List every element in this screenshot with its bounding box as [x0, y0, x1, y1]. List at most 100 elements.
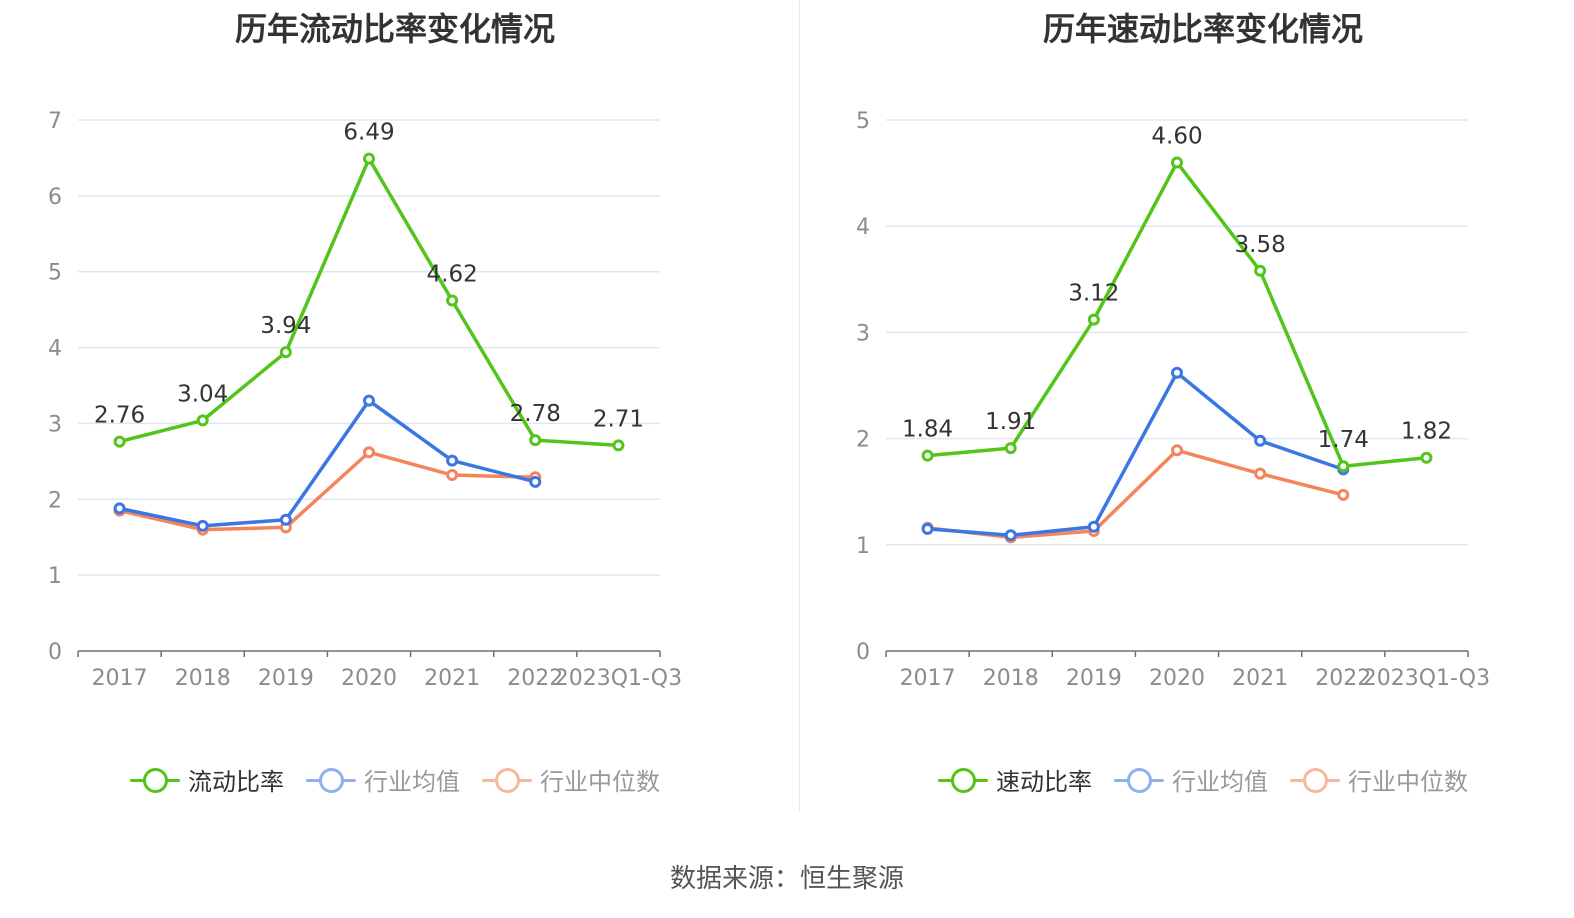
data-point-avg [1087, 520, 1100, 533]
legend-marker-icon [306, 765, 356, 795]
x-tick-label: 2021 [424, 666, 480, 691]
y-tick-label: 5 [48, 261, 62, 286]
x-tick-label: 2021 [1232, 666, 1288, 691]
data-label: 3.04 [177, 381, 228, 407]
data-point-avg [1004, 529, 1017, 542]
x-tick-label: 2022 [507, 666, 563, 691]
x-tick-label: 2020 [341, 666, 397, 691]
data-point-main [1087, 313, 1100, 326]
y-tick-label: 2 [48, 488, 62, 513]
y-tick-label: 5 [856, 109, 870, 134]
legend-marker-icon [938, 765, 988, 795]
legend-item-industry-average[interactable]: 行业均值 [306, 762, 460, 797]
legend-label: 行业中位数 [1348, 768, 1468, 796]
y-tick-label: 1 [48, 564, 62, 589]
data-label: 3.58 [1235, 232, 1286, 258]
data-point-avg [921, 522, 934, 535]
y-tick-label: 4 [48, 337, 62, 362]
x-tick-label: 2017 [92, 666, 148, 691]
x-tick-label: 2023Q1-Q3 [1363, 666, 1490, 691]
x-tick-label: 2020 [1149, 666, 1205, 691]
data-point-main [446, 294, 459, 307]
data-point-main [921, 449, 934, 462]
data-point-main [196, 414, 209, 427]
panel-divider [799, 0, 800, 812]
data-point-median [363, 446, 375, 459]
x-tick-label: 2022 [1315, 666, 1371, 691]
legend-item-quick-ratio[interactable]: 速动比率 [938, 762, 1092, 797]
legend-label: 流动比率 [188, 768, 284, 796]
data-point-main [529, 434, 542, 447]
legend-label: 行业均值 [364, 768, 460, 796]
data-source-note: 数据来源：恒生聚源 [669, 864, 904, 894]
legend-marker-icon [130, 765, 180, 795]
data-label: 2.76 [94, 403, 145, 429]
data-point-median [1254, 467, 1267, 480]
data-label: 1.91 [985, 409, 1036, 435]
series-line-avg [119, 398, 536, 528]
y-tick-label: 0 [48, 640, 62, 665]
legend-item-industry-average[interactable]: 行业均值 [1114, 762, 1268, 797]
data-point-avg [363, 394, 375, 407]
legend-marker-icon [482, 765, 532, 795]
data-point-main [1254, 264, 1267, 277]
y-tick-label: 2 [856, 428, 870, 453]
series-line-avg [927, 371, 1344, 537]
legend-item-current-ratio[interactable]: 流动比率 [130, 762, 284, 797]
y-tick-label: 1 [856, 534, 870, 559]
legend-item-industry-median[interactable]: 行业中位数 [482, 762, 660, 797]
legend-label: 行业中位数 [540, 768, 660, 796]
data-point-avg [446, 454, 459, 467]
legend-label: 行业均值 [1172, 768, 1268, 796]
current-ratio-chart-panel: 历年流动比率变化情况 0 1 2 3 4 5 6 7 2017 2018 2019 2020 2021 2… [0, 0, 790, 820]
data-point-median [446, 469, 459, 482]
data-point-avg [113, 502, 126, 515]
data-point-avg [196, 519, 209, 532]
data-label: 1.82 [1401, 419, 1452, 445]
y-tick-label: 4 [856, 215, 870, 240]
series-line-median [927, 448, 1344, 540]
y-tick-label: 3 [856, 321, 870, 346]
data-label: 4.62 [427, 262, 478, 288]
data-label: 2.71 [593, 406, 644, 432]
data-point-main [279, 346, 292, 359]
data-point-avg [1171, 366, 1183, 379]
chart-title: 历年流动比率变化情况 [234, 10, 555, 48]
y-tick-label: 0 [856, 640, 870, 665]
data-point-main [113, 435, 126, 448]
current-ratio-chart: 0 1 2 3 4 5 6 7 2017 2018 2019 2020 2021 20222023Q1-Q… [48, 109, 682, 691]
chart-title: 历年速动比率变化情况 [1042, 10, 1363, 48]
x-tick-label: 2018 [983, 666, 1039, 691]
data-label: 4.60 [1151, 123, 1202, 149]
data-label: 1.74 [1318, 427, 1369, 453]
chart-legend: 速动比率 行业均值 行业中位数 [808, 762, 1574, 797]
data-label: 6.49 [343, 120, 394, 146]
x-tick-label: 2017 [900, 666, 956, 691]
legend-marker-icon [1114, 765, 1164, 795]
series-line-median [119, 450, 536, 532]
data-point-median [1337, 488, 1350, 501]
data-point-main [363, 152, 375, 165]
x-tick-label: 2023Q1-Q3 [555, 666, 682, 691]
data-label: 1.84 [902, 417, 953, 443]
x-tick-label: 2018 [175, 666, 231, 691]
data-point-main [1171, 156, 1183, 169]
y-tick-label: 7 [48, 109, 62, 134]
data-point-avg [529, 475, 542, 488]
x-tick-label: 2019 [1066, 666, 1122, 691]
y-tick-label: 6 [48, 185, 62, 210]
data-label: 3.12 [1068, 281, 1119, 307]
data-point-main [1337, 460, 1350, 473]
chart-legend: 流动比率 行业均值 行业中位数 [0, 762, 790, 797]
data-point-main [612, 439, 625, 452]
legend-marker-icon [1290, 765, 1340, 795]
data-label: 2.78 [510, 401, 561, 427]
data-label: 3.94 [260, 313, 311, 339]
x-tick-label: 2019 [258, 666, 314, 691]
data-point-main [1004, 442, 1017, 455]
data-point-avg [279, 513, 292, 526]
legend-item-industry-median[interactable]: 行业中位数 [1290, 762, 1468, 797]
data-point-median [1171, 444, 1183, 457]
data-point-main [1420, 451, 1433, 464]
